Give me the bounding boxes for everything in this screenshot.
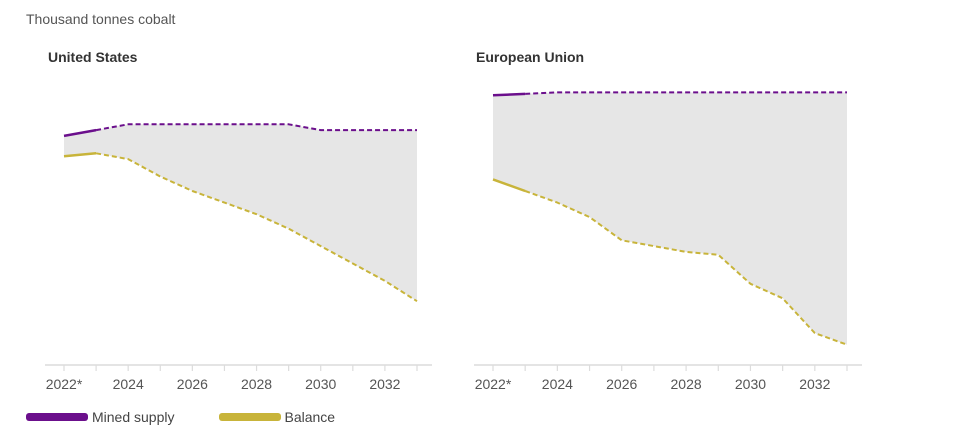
legend-swatch-mined-supply [26,413,88,421]
gap-area-european-union [493,92,847,345]
series-line-projected-mined-supply-united-states [95,123,417,132]
legend-item-mined-supply: Mined supply [26,409,175,425]
x-tick-label-european-union-2030: 2030 [735,376,766,392]
legend: Mined supply Balance [26,409,379,425]
series-line-projected-mined-supply-european-union [525,91,847,95]
x-tick-label-european-union-2028: 2028 [671,376,702,392]
legend-label-mined-supply: Mined supply [92,409,175,425]
chart-united-states: 2022* 2024 2026 2028 2030 2032 United States [45,49,432,392]
series-line-projected-balance-united-states [95,152,418,303]
x-tick-label-united-states-2022: 2022* [46,376,83,392]
x-tick-label-united-states-2030: 2030 [305,376,336,392]
series-line-historical-mined-supply-european-union [492,92,526,97]
chart-title-european-union: European Union [476,49,584,65]
x-tick-label-united-states-2028: 2028 [241,376,272,392]
x-tick-label-united-states-2026: 2026 [177,376,208,392]
legend-item-balance: Balance [218,409,336,425]
chart-european-union: 2022* 2024 2026 2028 2030 2032 European Union [474,49,862,392]
series-line-historical-balance-european-union [492,178,526,193]
x-tick-label-european-union-2026: 2026 [606,376,637,392]
legend-swatch-balance [218,413,281,421]
series-line-historical-balance-united-states [63,152,97,158]
x-tick-label-european-union-2022: 2022* [475,376,512,392]
x-tick-label-united-states-2032: 2032 [369,376,400,392]
x-tick-label-european-union-2032: 2032 [799,376,830,392]
series-line-historical-mined-supply-united-states [63,128,97,138]
x-tick-label-united-states-2024: 2024 [113,376,144,392]
chart-title-united-states: United States [48,49,138,65]
series-line-projected-balance-european-union [524,190,848,346]
chart-subtitle: Thousand tonnes cobalt [26,11,176,27]
legend-label-balance: Balance [284,409,336,425]
gap-area-united-states [64,124,417,302]
x-tick-label-european-union-2024: 2024 [542,376,573,392]
